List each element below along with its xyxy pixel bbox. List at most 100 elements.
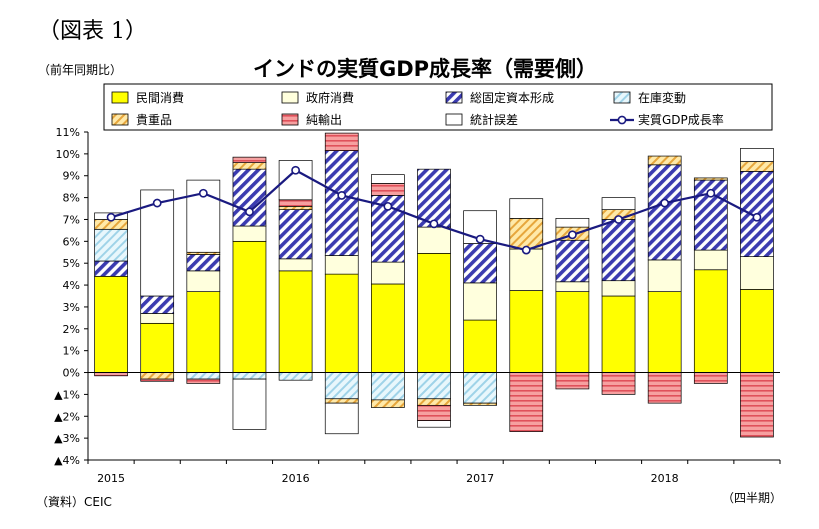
bar-segment-政府消費-13	[693, 249, 728, 271]
y-tick-label: 0%	[63, 367, 80, 380]
gdp-growth-point-11	[614, 215, 623, 224]
bar-segment-民間消費-2	[186, 291, 221, 373]
bar-segment-在庫変動-3	[232, 372, 267, 380]
gdp-growth-point-14	[752, 212, 762, 222]
x-unit-label: （四半期）	[722, 491, 782, 505]
bar-segment-貴重品-3	[232, 162, 267, 170]
bar-segment-純輸出-11	[601, 372, 636, 395]
legend-box	[103, 83, 773, 131]
bar-segment-純輸出-7	[417, 404, 451, 421]
gdp-growth-point-5	[337, 191, 347, 200]
bar-segment-政府消費-12	[647, 259, 682, 292]
y-tick-label: ▲2%	[54, 410, 80, 423]
y-tick-label: 1%	[63, 345, 80, 358]
gdp-growth-point-8	[475, 234, 485, 244]
gdp-growth-point-7	[429, 219, 439, 229]
bar-segment-純輸出-13	[693, 372, 728, 384]
bar-segment-在庫変動-6	[371, 372, 405, 401]
gdp-growth-point-3	[245, 207, 254, 217]
bar-segment-政府消費-10	[555, 281, 590, 292]
legend-label-総固定資本形成: 総固定資本形成	[470, 90, 554, 105]
y-tick-label: 10%	[56, 148, 80, 161]
bar-segment-民間消費-9	[509, 290, 544, 373]
legend-swatch-統計誤差	[445, 113, 463, 126]
legend-label-政府消費: 政府消費	[306, 90, 354, 105]
legend-swatch-貴重品	[111, 113, 129, 126]
bar-segment-貴重品-14	[740, 161, 774, 172]
bar-segment-民間消費-6	[371, 283, 405, 373]
bar-segment-民間消費-3	[232, 240, 267, 373]
y-tick-label: 5%	[63, 257, 80, 270]
bar-segment-統計誤差-1	[140, 189, 175, 297]
bar-segment-政府消費-5	[324, 255, 359, 275]
bar-segment-総固定資本形成-10	[555, 239, 590, 283]
y-tick-label: 4%	[63, 279, 80, 292]
figure-label: （図表 1）	[38, 19, 147, 44]
bar-segment-政府消費-11	[601, 280, 636, 297]
bar-segment-貴重品-9	[509, 218, 544, 250]
bar-segment-統計誤差-5	[324, 402, 359, 435]
x-tick-label: 2017	[466, 472, 494, 485]
bar-segment-総固定資本形成-12	[647, 164, 682, 261]
bar-segment-民間消費-14	[740, 289, 774, 373]
y-tick-label: 6%	[63, 235, 80, 248]
bar-segment-統計誤差-6	[371, 174, 405, 184]
gdp-growth-point-2	[198, 188, 208, 198]
bar-segment-総固定資本形成-7	[417, 168, 451, 228]
plot-area: 11% 10% 9% 8% 7% 6% 5% 4% 3% 2% 1% 0% ▲1% ▲2% ▲3% ▲4% 20…	[54, 126, 781, 485]
bar-segment-統計誤差-11	[601, 197, 636, 210]
legend-swatch-民間消費	[111, 91, 129, 104]
bar-segment-総固定資本形成-11	[601, 219, 636, 282]
bar-segment-純輸出-5	[324, 132, 359, 151]
legend-label-実質GDP成長率: 実質GDP成長率	[638, 112, 724, 127]
bar-segment-貴重品-5	[324, 398, 359, 404]
bar-segment-総固定資本形成-3	[232, 168, 267, 227]
legend-swatch-marker	[617, 115, 627, 125]
x-tick-label: 2016	[282, 472, 310, 485]
bar-segment-統計誤差-9	[509, 198, 544, 219]
bar-segment-民間消費-11	[601, 295, 636, 373]
y-tick-label: 8%	[63, 192, 80, 205]
y-tick-label: 2%	[63, 323, 80, 336]
y-tick-label: 3%	[63, 301, 80, 314]
bar-segment-民間消費-12	[647, 291, 682, 373]
legend-label-貴重品: 貴重品	[136, 113, 172, 127]
bar-segment-在庫変動-4	[278, 372, 313, 381]
bar-segment-貴重品-6	[371, 399, 405, 408]
bar-segment-政府消費-4	[278, 258, 313, 272]
bar-segment-民間消費-1	[140, 322, 175, 373]
legend-swatch-在庫変動	[613, 91, 631, 104]
bar-segment-民間消費-0	[94, 275, 128, 373]
y-tick-label: 7%	[63, 213, 80, 226]
gdp-growth-point-6	[383, 201, 393, 211]
y-tick-label: ▲4%	[54, 454, 80, 467]
x-tick-label: 2018	[651, 472, 679, 485]
gdp-growth-point-12	[660, 198, 670, 208]
bar-segment-在庫変動-8	[463, 372, 497, 404]
bar-segment-貴重品-1	[140, 372, 175, 380]
bar-segment-統計誤差-14	[740, 148, 774, 162]
bar-segment-統計誤差-10	[555, 218, 590, 228]
legend-swatch-政府消費	[281, 91, 299, 104]
bar-segment-民間消費-7	[417, 253, 451, 373]
gdp-growth-point-4	[291, 165, 300, 175]
bar-segment-純輸出-1	[140, 378, 175, 382]
bar-segment-在庫変動-7	[417, 372, 451, 400]
bar-segment-政府消費-9	[509, 248, 544, 291]
bar-segment-純輸出-2	[186, 378, 221, 384]
bar-segment-政府消費-1	[140, 313, 175, 324]
bar-segment-民間消費-13	[693, 269, 728, 373]
bar-segment-政府消費-3	[232, 225, 267, 242]
y-tick-label: 9%	[63, 170, 80, 183]
bar-segment-在庫変動-2	[186, 372, 221, 380]
bar-segment-純輸出-6	[371, 183, 405, 196]
bar-segment-総固定資本形成-2	[186, 254, 221, 272]
bar-segment-在庫変動-0	[94, 228, 128, 262]
y-tick-label: ▲1%	[54, 388, 80, 401]
bar-segment-政府消費-6	[371, 261, 405, 285]
gdp-growth-point-13	[706, 188, 716, 198]
bar-segment-純輸出-4	[278, 199, 313, 207]
bar-segment-総固定資本形成-5	[324, 150, 359, 256]
